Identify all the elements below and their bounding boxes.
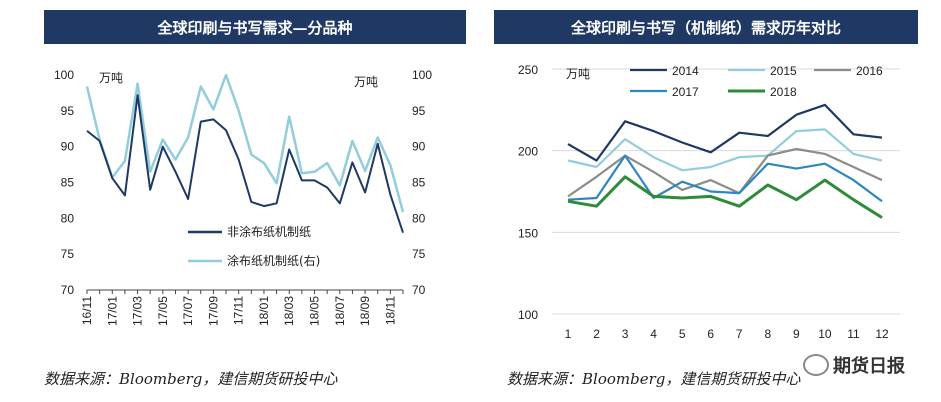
left-y-tick-label: 95 xyxy=(61,104,75,118)
left-x-tick-label: 18/09 xyxy=(358,296,372,326)
right-x-tick-label: 2 xyxy=(593,327,600,341)
right-series-2016-line xyxy=(567,147,883,198)
left-x-tick-label: 17/09 xyxy=(206,296,220,326)
left-x-tick-label: 18/03 xyxy=(282,296,296,326)
right-legend: 2014 2015 2016 2017 2018 xyxy=(630,64,883,99)
right-x-tick-label: 7 xyxy=(736,327,743,341)
right-series-group xyxy=(567,103,883,219)
right-y-tick-label: 150 xyxy=(518,226,538,240)
left-unit-right: 万吨 xyxy=(354,75,378,89)
right-y-tick-label: 100 xyxy=(518,308,538,322)
left-y-right-tick-label: 80 xyxy=(412,211,426,225)
right-x-tick-label: 8 xyxy=(764,327,771,341)
right-x-tick-label: 6 xyxy=(707,327,714,341)
right-x-tick-label: 10 xyxy=(818,327,832,341)
right-legend-label: 2017 xyxy=(672,85,699,99)
left-series-coated-line xyxy=(85,73,405,213)
left-legend-label: 非涂布纸机制纸 xyxy=(227,224,311,239)
left-x-ticks: 16/11 17/01 17/03 17/05 17/07 17/09 17/11 18/01… xyxy=(80,290,404,326)
right-x-tick-label: 4 xyxy=(650,327,657,341)
left-y-tick-label: 75 xyxy=(61,247,75,261)
right-x-tick-label: 1 xyxy=(565,327,572,341)
left-x-tick-label: 17/05 xyxy=(156,296,170,326)
right-unit: 万吨 xyxy=(566,67,590,81)
left-series-group xyxy=(85,73,405,234)
left-y-right-tick-label: 85 xyxy=(412,176,426,190)
right-x-labels: 1 2 3 4 5 6 7 8 9 10 11 12 xyxy=(565,327,889,341)
right-x-tick-label: 5 xyxy=(679,327,686,341)
right-series-2015-line xyxy=(567,128,883,172)
right-series-2018-line xyxy=(567,175,883,219)
right-x-tick-label: 12 xyxy=(875,327,889,341)
watermark: 期货日报 xyxy=(803,352,905,378)
watermark-text: 期货日报 xyxy=(833,356,905,377)
right-legend-label: 2018 xyxy=(770,85,797,99)
left-x-tick-label: 18/01 xyxy=(257,296,271,326)
left-y-tick-label: 70 xyxy=(61,283,75,297)
left-y-right-tick-label: 95 xyxy=(412,104,426,118)
left-series-uncoated-line xyxy=(86,94,404,234)
right-x-tick-label: 11 xyxy=(847,327,860,341)
right-legend-label: 2016 xyxy=(856,64,883,78)
left-x-tick-label: 17/11 xyxy=(232,296,246,325)
left-y-tick-label: 100 xyxy=(54,68,74,82)
right-x-tick-label: 9 xyxy=(793,327,800,341)
left-legend-label: 涂布纸机制纸(右) xyxy=(227,253,320,268)
left-y-right-tick-label: 75 xyxy=(412,247,426,261)
right-x-tick-label: 3 xyxy=(622,327,629,341)
left-y-tick-label: 80 xyxy=(61,211,75,225)
left-x-tick-label: 17/03 xyxy=(131,296,145,326)
left-x-tick-label: 18/11 xyxy=(383,296,397,325)
left-y-right-tick-label: 70 xyxy=(412,283,426,297)
right-y-tick-label: 250 xyxy=(518,63,538,77)
right-legend-label: 2015 xyxy=(770,64,797,78)
right-chart-title: 全球印刷与书写（机制纸）需求历年对比 xyxy=(494,10,918,44)
left-x-tick-label: 17/07 xyxy=(181,296,195,326)
left-source-note: 数据来源：Bloomberg，建信期货研投中心 xyxy=(44,370,338,388)
right-source-note: 数据来源：Bloomberg，建信期货研投中心 xyxy=(507,370,801,388)
left-y-tick-label: 90 xyxy=(61,140,75,154)
left-y-right-labels: 70 75 80 85 90 95 100 xyxy=(412,68,432,297)
right-series-2014-line xyxy=(567,103,883,162)
left-y-right-tick-label: 90 xyxy=(412,140,426,154)
left-chart: 16/11 17/01 17/03 17/05 17/07 17/09 17/11 18/01… xyxy=(54,68,432,326)
left-unit-left: 万吨 xyxy=(99,71,123,85)
right-y-labels: 100 150 200 250 xyxy=(518,63,538,322)
right-series-2017-line xyxy=(567,154,883,203)
right-y-tick-label: 200 xyxy=(518,145,538,159)
wechat-icon xyxy=(803,354,829,376)
left-x-tick-label: 16/11 xyxy=(80,296,94,325)
left-chart-title: 全球印刷与书写需求—分品种 xyxy=(44,10,466,44)
right-legend-label: 2014 xyxy=(672,64,699,78)
left-x-tick-label: 18/07 xyxy=(333,296,347,326)
left-x-tick-label: 17/01 xyxy=(105,296,119,326)
left-x-tick-label: 18/05 xyxy=(308,296,322,326)
left-y-labels: 70 75 80 85 90 95 100 xyxy=(54,68,74,297)
left-y-right-tick-label: 100 xyxy=(412,68,432,82)
left-y-tick-label: 85 xyxy=(61,176,75,190)
